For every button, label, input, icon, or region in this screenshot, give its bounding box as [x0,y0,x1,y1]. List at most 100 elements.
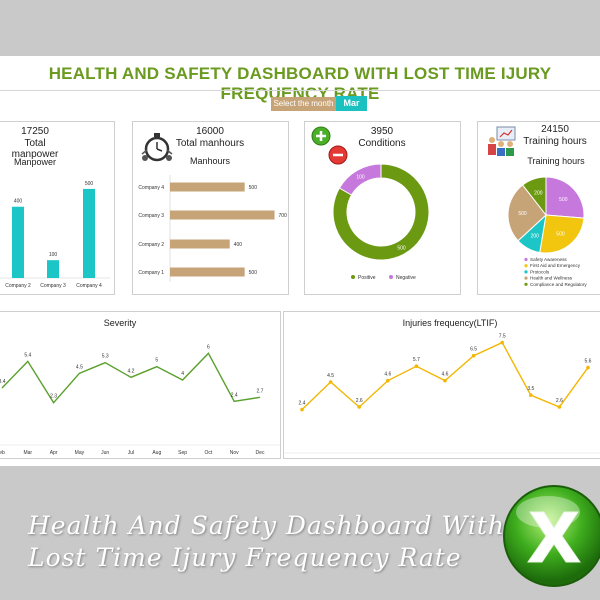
footer-line-2: Lost Time Ijury Frequency Rate [28,543,462,572]
severity-tick-label: Apr [50,450,58,456]
ltif-data-label: 7.5 [499,334,506,340]
severity-series-line [1,352,261,404]
severity-data-label: 4.2 [128,368,135,374]
manhours-bar [170,239,230,249]
severity-data-label: 2.7 [257,388,264,394]
manpower-bar [83,188,95,278]
severity-tick-label: May [75,450,85,456]
excel-logo-icon [496,478,600,588]
minus-icon [328,145,348,165]
ltif-point [557,405,562,409]
training-legend-marker [524,257,528,262]
ltif-point [443,378,447,383]
stopwatch-icon [139,130,175,164]
manpower-data-label: 400 [14,199,23,205]
manpower-total-value: 17250 [21,126,49,137]
training-chart-title: Training hours [527,156,585,166]
ltif-data-label: 2.6 [356,398,363,404]
manhours-bar [170,267,245,277]
severity-data-label: 5 [155,358,158,364]
severity-tick-label: Sep [178,450,187,456]
training-data-label: 500 [556,232,565,238]
ltif-data-label: 5.6 [585,359,592,365]
month-selector-dropdown[interactable]: Mar [336,96,367,111]
manpower-bar [47,260,59,278]
manhours-total-label: Total manhours [175,138,245,149]
training-legend-marker [524,264,528,268]
training-data-label: 200 [534,191,543,197]
conditions-legend-label: Positive [358,275,376,281]
severity-tick-label: Dec [256,450,265,456]
conditions-slice [338,163,382,196]
severity-data-label: 4 [181,371,184,377]
severity-tick-label: Oct [205,450,213,456]
ltif-point [529,393,533,397]
manpower-tick-label: Company 4 [76,283,102,289]
manhours-tick-label: Company 3 [138,213,164,219]
severity-tick-label: eb [0,450,5,456]
ltif-data-label: 2.4 [299,401,306,407]
footer-caption: Health And Safety Dashboard With Lost Ti… [28,510,505,574]
severity-tick-label: Jun [101,450,109,456]
ltif-data-label: 6.5 [470,347,477,353]
manhours-data-label: 400 [234,242,243,248]
ltif-data-label: 2.6 [556,398,563,404]
conditions-slice [332,163,430,261]
title-divider [0,90,600,91]
training-legend-label: Safety Awareness [530,257,567,262]
manhours-data-label: 500 [249,270,258,276]
conditions-data-label: 500 [397,246,406,252]
training-slice [539,214,585,254]
training-total-label: Training hours [523,136,587,147]
severity-data-label: 6 [207,344,210,350]
severity-data-label: 5.4 [24,352,31,358]
severity-chart-title: Severity [103,318,137,328]
training-people-icon [484,125,518,157]
severity-tick-label: Nov [230,450,239,456]
training-data-label: 500 [559,197,568,203]
ltif-data-label: 4.6 [442,372,449,378]
ltif-data-label: 5.7 [413,357,420,363]
training-legend-label: Health and Wellness [530,276,573,281]
severity-tick-label: Mar [23,450,32,456]
severity-panel [0,311,281,459]
manpower-data-label: 500 [85,181,94,187]
training-legend-label: First Aid and Emergency [530,263,581,268]
manpower-tick-label: Company 2 [5,283,31,289]
conditions-total-label: Conditions [358,138,406,149]
conditions-data-label: 100 [356,174,365,180]
manhours-chart-title: Manhours [189,156,231,166]
conditions-legend-marker [351,275,355,279]
conditions-chart: 500 100 Positive Negative [332,163,430,281]
manpower-chart-title: Manpower [13,157,57,167]
conditions-total-value: 3950 [370,126,394,137]
severity-data-label: 5.3 [102,354,109,360]
manpower-bar [12,206,24,278]
ltif-chart: 2.4Jan4.5Feb2.6Mar4.6Apr5.7May4.6Jun6.5J… [284,334,600,454]
severity-data-label: 4.5 [76,364,83,370]
manpower-total-label: Total manpower [11,138,59,160]
manhours-tick-label: Company 2 [138,242,164,248]
training-slice [521,176,547,217]
manhours-tick-label: Company 1 [138,270,164,276]
severity-chart: 3.4 eb 5.4 Mar 2.3 Apr 4.5 May 5.3 Jun 4.2 Jul 5 Aug 4… [0,344,280,456]
month-selector-label: Select the month [271,97,336,111]
manhours-data-label: 500 [249,185,258,191]
manhours-tick-label: Company 4 [138,185,164,191]
training-slice [507,184,547,242]
ltif-point [586,365,590,370]
manpower-chart: 400 Company 2 100 Company 3 500 Company 4 [0,181,110,289]
training-legend-marker [524,282,528,286]
training-data-label: 500 [518,211,527,217]
manhours-bar [170,210,275,220]
severity-data-label: 2.3 [50,394,57,400]
ltif-point [471,353,476,358]
ltif-data-label: 3.5 [527,386,534,392]
training-data-label: 200 [531,234,540,240]
manhours-chart: 500 Company 4 700 Company 3 400 Company 2 500 C… [138,175,287,282]
severity-data-label: 2.4 [231,392,238,398]
ltif-data-label: 4.5 [327,373,334,379]
ltif-panel [283,311,600,459]
conditions-legend-label: Negative [396,275,416,281]
